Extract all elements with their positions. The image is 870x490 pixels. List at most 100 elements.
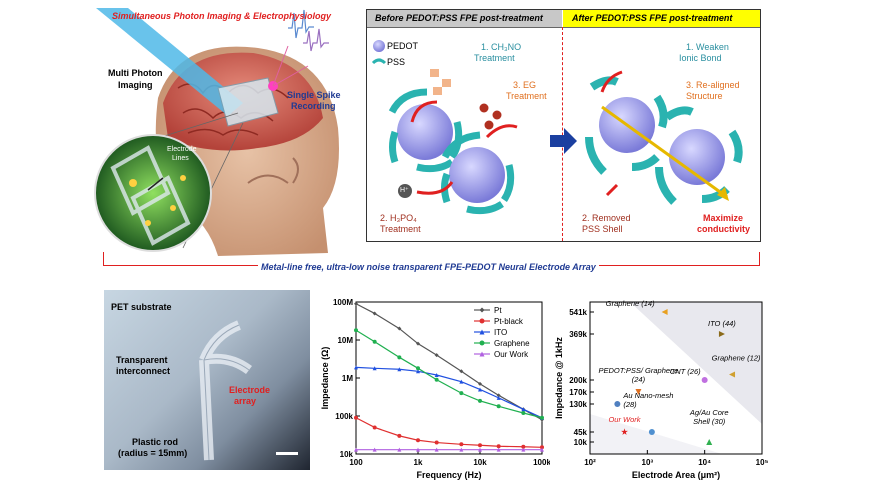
legend-entry: Graphene (494, 339, 530, 348)
series-line-pt (355, 303, 543, 421)
data-point (416, 369, 420, 374)
data-point (354, 415, 358, 420)
banner-text: Metal-line free, ultra-low noise transpa… (258, 262, 599, 272)
electrode-lines-label-2: Lines (172, 155, 189, 162)
data-point (496, 395, 501, 400)
data-point (496, 447, 501, 452)
data-point (397, 326, 402, 331)
before-header: Before PEDOT:PSS FPE post-treatment (375, 13, 543, 23)
data-point (397, 355, 402, 360)
x-axis-label: Frequency (Hz) (416, 470, 481, 480)
legend-marker (479, 340, 485, 346)
data-point (434, 440, 439, 445)
point-label: Graphene (12) (712, 354, 761, 363)
scatter-point (614, 401, 621, 407)
point-label-line1: PEDOT:PSS/ Graphene (598, 366, 678, 375)
after-step2-line2: PSS Shell (582, 224, 623, 234)
y-tick-label: 541k (569, 308, 587, 317)
data-point (354, 447, 358, 452)
scatter-point (729, 371, 736, 378)
data-point (354, 365, 358, 370)
pedot-legend-icon (373, 40, 385, 52)
legend-pss: PSS (387, 57, 406, 67)
photo-rod-2: (radius = 15mm) (118, 448, 188, 458)
data-point (478, 381, 482, 386)
photo-electrode-2: array (234, 396, 257, 406)
y-tick-label: 10k (340, 450, 354, 459)
data-point (496, 404, 501, 409)
brain-illustration (88, 8, 354, 258)
x-tick-label: 100 (349, 458, 363, 467)
point-label-line2: (24) (632, 375, 646, 384)
device-photo-graphic (199, 320, 298, 461)
data-point (478, 387, 482, 392)
multi-photon-label-2: Imaging (118, 80, 153, 90)
data-point (372, 447, 377, 452)
x-tick-label: 10³ (642, 458, 654, 467)
point-label-line2: (28) (623, 400, 637, 409)
data-point (434, 372, 439, 377)
scatter-point (648, 429, 655, 435)
data-point (397, 447, 402, 452)
data-point (459, 442, 464, 447)
top-left-title: Simultaneous Photon Imaging & Electrophy… (112, 11, 332, 21)
photo-rod-1: Plastic rod (132, 437, 179, 447)
pss-legend-icon (371, 58, 387, 65)
after-step1-line1: 1. Weaken (686, 42, 729, 52)
after-step2-line1: 2. Removed (582, 213, 631, 223)
data-point (521, 447, 526, 452)
data-point (416, 447, 420, 452)
legend-marker (479, 329, 485, 335)
single-spike-label-2: Recording (291, 101, 336, 111)
data-point (478, 447, 482, 452)
after-header: After PEDOT:PSS FPE post-treatment (572, 13, 733, 23)
after-max-line2: conductivity (697, 224, 751, 234)
x-axis-label: Electrode Area (μm²) (632, 470, 720, 480)
scatter-point (621, 428, 628, 435)
before-step2-line1: 2. H₃PO₄ (380, 213, 417, 223)
data-point (372, 339, 377, 344)
data-point (397, 433, 402, 438)
series-line-graphene (355, 329, 543, 419)
data-point (496, 393, 501, 398)
y-tick-label: 10k (574, 438, 588, 447)
head-brain-graphic (94, 8, 339, 256)
electrode-lines-label-1: Electrode (167, 146, 197, 153)
legend-pedot: PEDOT (387, 41, 419, 51)
data-point (478, 398, 482, 403)
device-photo (104, 290, 310, 470)
h-plus-label: H⁺ (400, 187, 409, 194)
photo-electrode-1: Electrode (229, 385, 271, 395)
impedance-frequency-chart: 100 1k 10k 100k 100M 10M 1M 100k 10k Frequency (H… (320, 298, 550, 480)
before-step2-line2: Treatment (380, 224, 421, 234)
data-point (540, 447, 544, 452)
before-header-bar (367, 10, 562, 28)
y-tick-label: 1M (342, 374, 353, 383)
data-point (496, 444, 501, 449)
data-point (416, 438, 420, 443)
point-label-line1: Ag/Au Core (689, 408, 729, 417)
scatter-point (635, 389, 642, 395)
x-tick-label: 1k (414, 458, 423, 467)
photo-interconnect-1: Transparent (116, 355, 168, 365)
data-point (416, 366, 420, 371)
multi-photon-label-1: Multi Photon (108, 68, 163, 78)
y-tick-label: 100k (335, 412, 353, 421)
point-label: ITO (44) (708, 319, 736, 328)
photo-interconnect-2: interconnect (116, 366, 171, 376)
data-point (434, 447, 439, 452)
y-axis-label: Impedance @ 1kHz (554, 337, 564, 419)
y-tick-label: 170k (569, 388, 587, 397)
scatter-point (718, 331, 725, 337)
after-step3-line1: 3. Re-aligned (686, 80, 740, 90)
data-point (478, 443, 482, 448)
scatter-point (706, 439, 713, 445)
after-max-line1: Maximize (703, 213, 744, 223)
data-point (459, 447, 464, 452)
x-tick-label: 10k (473, 458, 487, 467)
before-step3-line1: 3. EG (513, 80, 537, 90)
data-point (434, 377, 439, 382)
after-step3-line2: Structure (686, 91, 723, 101)
shaded-region (630, 302, 762, 424)
data-point (416, 341, 420, 346)
